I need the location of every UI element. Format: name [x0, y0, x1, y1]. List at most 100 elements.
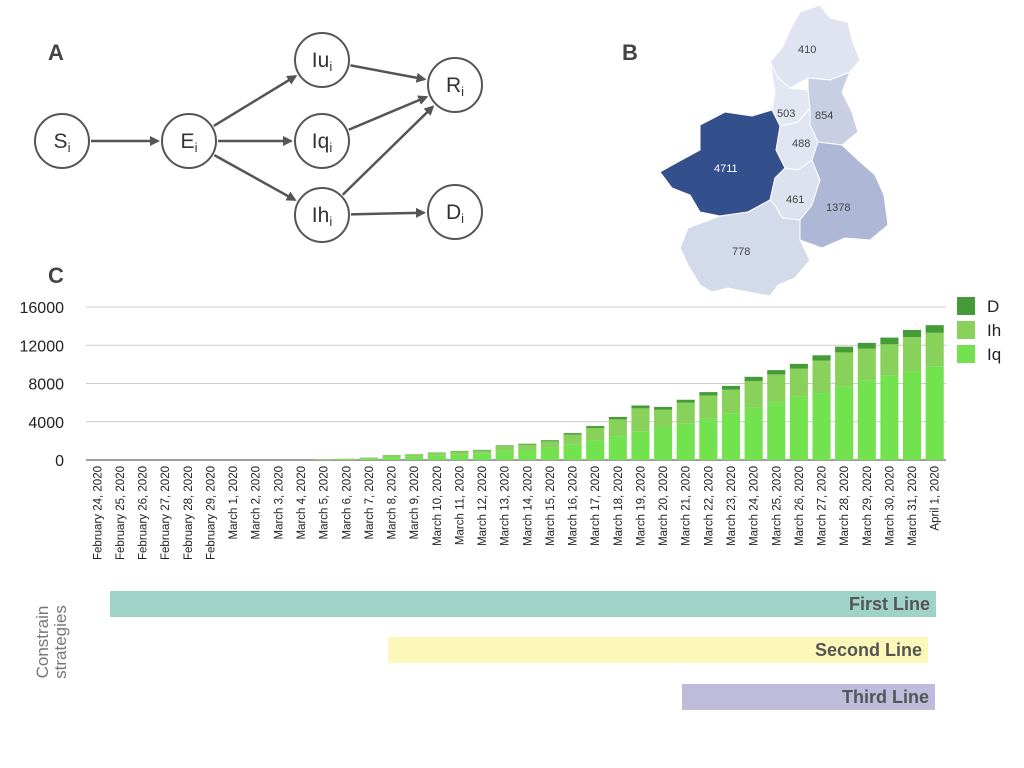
bar-segment-d: [835, 346, 854, 353]
map-region-north-east: [807, 71, 859, 146]
bar-segment-ih: [473, 450, 492, 454]
x-tick-label: March 8, 2020: [387, 466, 399, 540]
edge-iq-r: [348, 95, 429, 131]
bar-segment-d: [880, 337, 899, 345]
node-e: [161, 113, 217, 169]
bar-segment-ih: [676, 402, 695, 424]
node-label-r: Ri: [446, 74, 464, 99]
x-tick-label: March 28, 2020: [839, 466, 851, 546]
node-label-subscript: i: [329, 59, 332, 74]
bar-segment-ih: [563, 434, 582, 445]
map-label-north-east: 854: [815, 110, 833, 122]
node-label-subscript: i: [329, 214, 332, 229]
y-tick-label: 12000: [20, 338, 65, 355]
bar-segment-iq: [405, 456, 424, 460]
node-d: [427, 184, 483, 240]
legend-swatch-d: [957, 297, 975, 315]
bar-segment-iq: [903, 371, 922, 460]
bar-segment-iq: [835, 386, 854, 460]
bar-segment-ih: [721, 389, 741, 414]
bar-segment-ih: [767, 374, 786, 403]
bar-segment-d: [495, 445, 514, 447]
node-label-subscript: i: [68, 140, 71, 155]
node-iq: [294, 113, 350, 169]
x-tick-label: February 28, 2020: [183, 466, 195, 560]
bar-segment-d: [789, 363, 808, 369]
bar-segment-iq: [880, 375, 899, 460]
x-tick-label: February 25, 2020: [115, 466, 127, 560]
x-tick-label: March 12, 2020: [477, 466, 489, 546]
bar-segment-ih: [880, 344, 899, 376]
x-tick-label: March 15, 2020: [545, 466, 557, 546]
map-label-north-west-small: 503: [777, 108, 795, 120]
bar-segment-d: [676, 399, 695, 403]
node-label-ih: Ihi: [312, 204, 333, 229]
node-label-iu: Iui: [312, 49, 333, 74]
x-tick-label: February 26, 2020: [138, 466, 150, 560]
bar-segment-ih: [337, 458, 356, 460]
bar-segment-d: [744, 376, 763, 382]
bar-segment-iq: [925, 366, 944, 460]
x-tick-label: February 24, 2020: [92, 466, 104, 560]
bar-segment-ih: [382, 455, 401, 458]
node-label-d: Di: [446, 201, 464, 226]
bar-segment-iq: [382, 457, 401, 460]
bar-segment-ih: [654, 409, 673, 428]
node-label-base: S: [54, 130, 68, 153]
bar-segment-iq: [857, 380, 876, 460]
x-tick-label: March 31, 2020: [907, 466, 919, 546]
bar-segment-ih: [789, 368, 808, 397]
map-label-south: 778: [732, 246, 750, 258]
x-tick-label: February 29, 2020: [205, 466, 217, 560]
bar-segment-d: [767, 370, 786, 375]
x-tick-label: March 16, 2020: [568, 466, 580, 546]
stacked-bar-chart: 0 4000 8000 12000 16000 February 24, 2020 Feb…: [20, 297, 1001, 560]
bar-segment-ih: [699, 395, 718, 419]
x-tick-label: March 2, 2020: [251, 466, 263, 540]
bar-segment-d: [925, 325, 944, 333]
x-tick-label: March 7, 2020: [364, 466, 376, 540]
bar-segment-ih: [925, 332, 944, 367]
constrain-label-line2: strategies: [51, 605, 70, 679]
bar-segment-ih: [744, 381, 763, 408]
panel-letter-a: A: [48, 40, 64, 65]
x-tick-label: March 22, 2020: [703, 466, 715, 546]
bar-segment-d: [721, 385, 741, 390]
bar-segment-iq: [744, 407, 763, 460]
x-tick-label: March 1, 2020: [228, 466, 240, 540]
legend-label-ih: Ih: [987, 321, 1001, 340]
legend-label-iq: Iq: [987, 345, 1001, 364]
bar-segment-d: [812, 355, 831, 361]
map-label-west-large: 4711: [714, 163, 738, 175]
bar-segment-iq: [789, 396, 808, 460]
y-tick-label: 16000: [20, 300, 65, 317]
x-tick-label: March 18, 2020: [613, 466, 625, 546]
bar-segment-ih: [540, 441, 559, 448]
map-label-center-south: 461: [786, 194, 804, 206]
x-tick-label: March 17, 2020: [590, 466, 602, 546]
node-label-subscript: i: [195, 140, 198, 155]
bar-segment-ih: [427, 452, 446, 456]
x-tick-label: March 3, 2020: [273, 466, 285, 540]
x-tick-label: March 11, 2020: [454, 466, 466, 545]
bar-segment-d: [586, 426, 605, 428]
panel-letter-c: C: [48, 263, 64, 288]
bar-segment-iq: [767, 402, 786, 460]
node-ih: [294, 187, 350, 243]
x-tick-label: March 14, 2020: [522, 466, 534, 546]
x-tick-label: March 26, 2020: [794, 466, 806, 546]
map-label-center: 488: [792, 138, 810, 150]
legend-swatch-ih: [957, 321, 975, 339]
node-label-e: Ei: [181, 130, 198, 155]
bar-segment-d: [473, 449, 492, 451]
x-tick-label: March 21, 2020: [681, 466, 693, 546]
first-line-bar: First Line: [110, 591, 936, 617]
bar-segment-iq: [631, 431, 650, 460]
node-label-base: R: [446, 74, 461, 97]
bar-segment-d: [631, 405, 650, 409]
bar-segment-iq: [427, 455, 446, 460]
x-tick-label: February 27, 2020: [160, 466, 172, 560]
bar-segment-d: [563, 433, 582, 435]
x-tick-label: March 23, 2020: [726, 466, 738, 546]
